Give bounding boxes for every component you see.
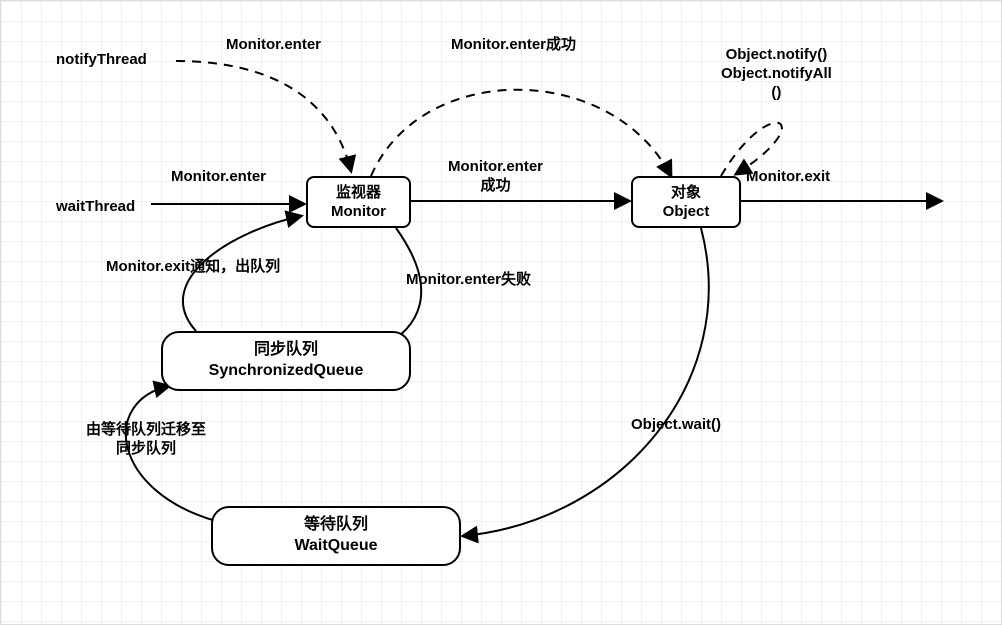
node-syncq-line2: SynchronizedQueue [209, 361, 364, 382]
label-exit: Monitor.exit [746, 168, 830, 187]
node-waitq: 等待队列 WaitQueue [211, 506, 461, 566]
node-waitq-line2: WaitQueue [295, 536, 378, 557]
edge-notifyThread_to_monitor [176, 61, 351, 171]
label-migrate: 由等待队列迁移至 同步队列 [86, 421, 206, 459]
edges-layer [1, 1, 1002, 626]
node-object: 对象 Object [631, 176, 741, 228]
node-syncq-line1: 同步队列 [254, 340, 318, 361]
label-enter-ok-top: Monitor.enter成功 [451, 36, 576, 55]
label-notifyThread: notifyThread [56, 51, 147, 70]
label-exit-dequeue: Monitor.exit通知，出队列 [106, 258, 280, 277]
label-notify-all: Object.notify() Object.notifyAll () [721, 46, 832, 102]
node-monitor-line1: 监视器 [336, 183, 381, 203]
node-object-line2: Object [663, 202, 710, 222]
node-waitq-line1: 等待队列 [304, 515, 368, 536]
label-enter-left: Monitor.enter [171, 168, 266, 187]
diagram-canvas: 监视器 Monitor 对象 Object 同步队列 SynchronizedQ… [0, 0, 1002, 625]
node-object-line1: 对象 [671, 183, 701, 203]
node-monitor-line2: Monitor [331, 202, 386, 222]
label-enter-ok-mid: Monitor.enter 成功 [448, 158, 543, 196]
label-waitThread: waitThread [56, 198, 135, 217]
label-enter-fail: Monitor.enter失败 [406, 271, 531, 290]
label-enter-top: Monitor.enter [226, 36, 321, 55]
node-monitor: 监视器 Monitor [306, 176, 411, 228]
label-wait: Object.wait() [631, 416, 721, 435]
node-syncq: 同步队列 SynchronizedQueue [161, 331, 411, 391]
